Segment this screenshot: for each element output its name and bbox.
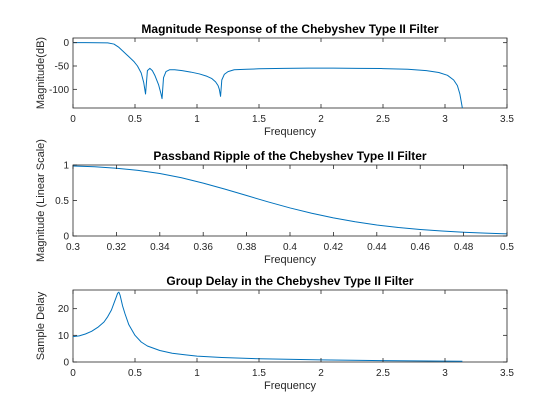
subplot-2: 0.3 0.32 0.34 0.36 0.38 0.4 0.42 0.44 0.46 0.48 0.… [35, 139, 514, 266]
series-line [73, 165, 507, 235]
subplot-3: 0 0.5 1 1.5 2 2.5 3 3.5 0 10 20 Group Delay in the … [35, 274, 514, 392]
x-tick-label: 0.5 [500, 242, 514, 253]
x-tick-label: 0.48 [454, 242, 474, 253]
series-line [73, 291, 463, 362]
x-tick-label: 0 [70, 368, 76, 379]
x-tick-label: 3.5 [500, 368, 514, 379]
x-tick-label: 1.5 [252, 368, 266, 379]
x-axis-label: Frequency [264, 380, 316, 392]
y-tick-label: -100 [49, 85, 69, 96]
chart-title: Magnitude Response of the Chebyshev Type… [141, 22, 438, 36]
series-line [73, 42, 463, 108]
y-tick-label: 1 [63, 161, 69, 172]
plot-area [72, 37, 508, 109]
x-axis-label: Frequency [264, 254, 316, 266]
x-tick-label: 2 [318, 368, 324, 379]
x-tick-label: 0 [70, 114, 76, 125]
x-tick-label: 1 [194, 368, 200, 379]
x-tick-label: 0.36 [193, 242, 213, 253]
x-axis-label: Frequency [264, 126, 316, 138]
x-tick-label: 0.32 [107, 242, 127, 253]
x-tick-label: 0.42 [324, 242, 344, 253]
y-tick-label: 0 [63, 358, 69, 369]
chart-title: Passband Ripple of the Chebyshev Type II… [153, 149, 427, 163]
y-tick-label: 0.5 [55, 196, 69, 207]
plot-area [72, 289, 508, 363]
y-axis-label: Magnitude (Linear Scale) [35, 139, 47, 262]
x-tick-label: 0.44 [367, 242, 387, 253]
x-tick-label: 3 [442, 368, 448, 379]
subplot-1: 0 0.5 1 1.5 2 2.5 3 3.5 -100 -50 0 Magnitude Respon… [35, 22, 514, 138]
x-tick-label: 0.3 [66, 242, 80, 253]
x-tick-label: 0.46 [410, 242, 430, 253]
x-tick-label: 2.5 [376, 114, 390, 125]
x-tick-label: 0.38 [237, 242, 257, 253]
y-axis-label: Sample Delay [35, 291, 47, 360]
x-tick-label: 1.5 [252, 114, 266, 125]
x-tick-label: 2 [318, 114, 324, 125]
x-tick-label: 3.5 [500, 114, 514, 125]
chart-title: Group Delay in the Chebyshev Type II Fil… [166, 274, 413, 288]
x-tick-label: 2.5 [376, 368, 390, 379]
x-tick-label: 1 [194, 114, 200, 125]
x-tick-label: 0.5 [128, 368, 142, 379]
y-tick-label: 20 [58, 304, 70, 315]
y-tick-label: -50 [55, 62, 70, 73]
y-tick-label: 0 [63, 232, 69, 243]
plot-area [72, 164, 508, 237]
x-tick-label: 0.5 [128, 114, 142, 125]
y-axis-label: Magnitude(dB) [35, 37, 47, 109]
y-tick-label: 0 [63, 38, 69, 49]
y-tick-label: 10 [58, 331, 70, 342]
x-tick-label: 0.4 [283, 242, 297, 253]
x-tick-label: 3 [442, 114, 448, 125]
x-tick-label: 0.34 [150, 242, 170, 253]
